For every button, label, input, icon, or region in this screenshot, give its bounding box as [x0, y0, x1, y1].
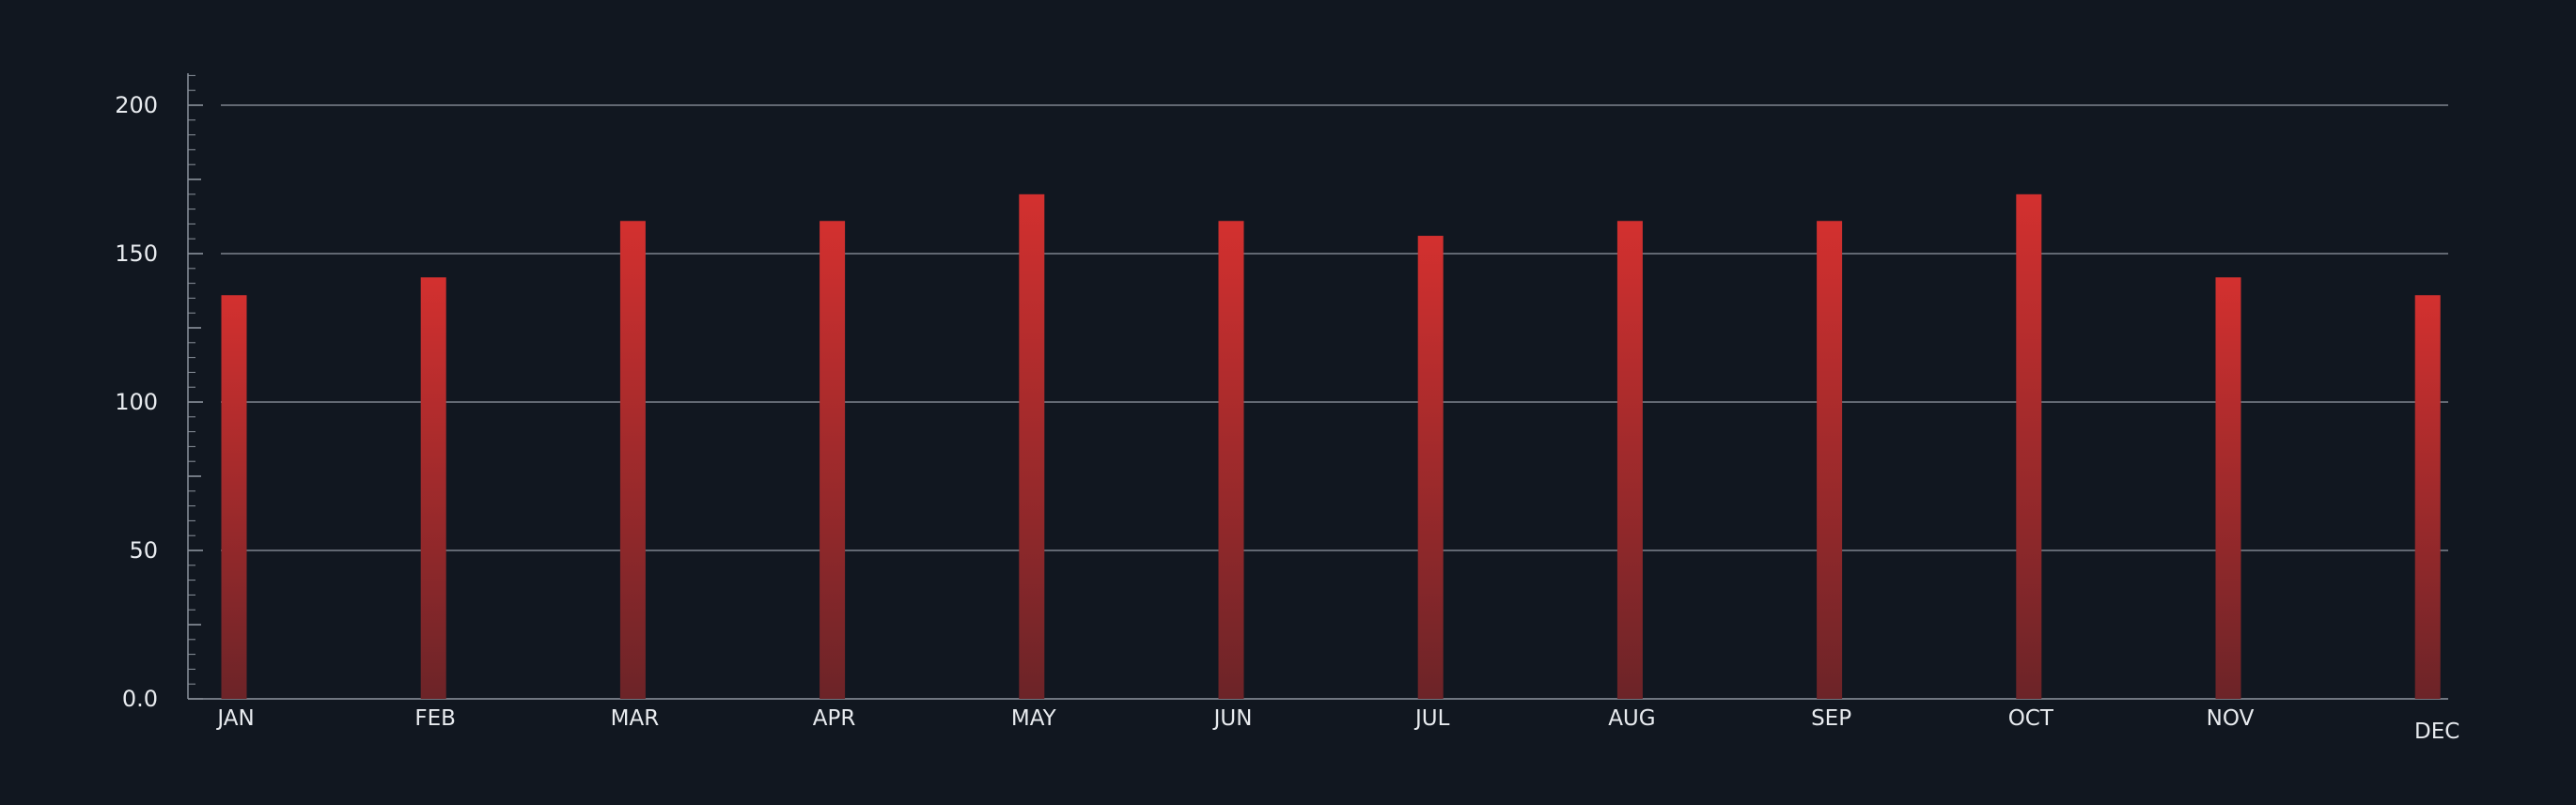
- bar-sep: [1817, 221, 1843, 700]
- x-tick-label: AUG: [1608, 706, 1655, 731]
- x-tick-label: MAY: [1011, 706, 1057, 731]
- x-tick-label: DEC: [2414, 720, 2459, 744]
- bar-oct: [2016, 194, 2042, 700]
- y-tick-label: 200: [115, 92, 158, 118]
- x-tick-label: OCT: [2008, 706, 2054, 731]
- x-tick-label: JAN: [215, 706, 254, 731]
- y-axis: [187, 73, 203, 700]
- y-tick-label: 150: [115, 240, 158, 267]
- bar-aug: [1616, 221, 1643, 700]
- bar-dec: [2414, 295, 2441, 699]
- x-tick-label: MAR: [611, 706, 660, 731]
- gridlines: [188, 104, 2448, 700]
- bar-feb: [420, 277, 446, 699]
- x-tick-label: FEB: [414, 706, 456, 731]
- bar-nov: [2215, 277, 2241, 699]
- bar-jun: [1218, 221, 1244, 700]
- x-tick-label: SEP: [1811, 706, 1851, 731]
- bars: [221, 194, 2441, 700]
- x-tick-label: JUL: [1413, 706, 1450, 731]
- x-tick-labels: JAN FEB MAR APR MAY JUN JUL AUG SEP OCT NOV DEC: [215, 706, 2459, 744]
- y-tick-label: 50: [129, 537, 158, 564]
- x-tick-label: NOV: [2207, 706, 2255, 731]
- bar-apr: [820, 221, 846, 700]
- x-tick-label: JUN: [1212, 706, 1253, 731]
- y-tick-labels: 0.0 50 100 150 200: [115, 92, 158, 712]
- bar-jul: [1417, 236, 1444, 700]
- y-tick-label: 100: [115, 389, 158, 415]
- x-tick-label: APR: [813, 706, 856, 731]
- bar-mar: [619, 221, 646, 700]
- bar-jan: [221, 295, 247, 699]
- y-tick-label: 0.0: [122, 686, 158, 712]
- bar-may: [1019, 194, 1045, 700]
